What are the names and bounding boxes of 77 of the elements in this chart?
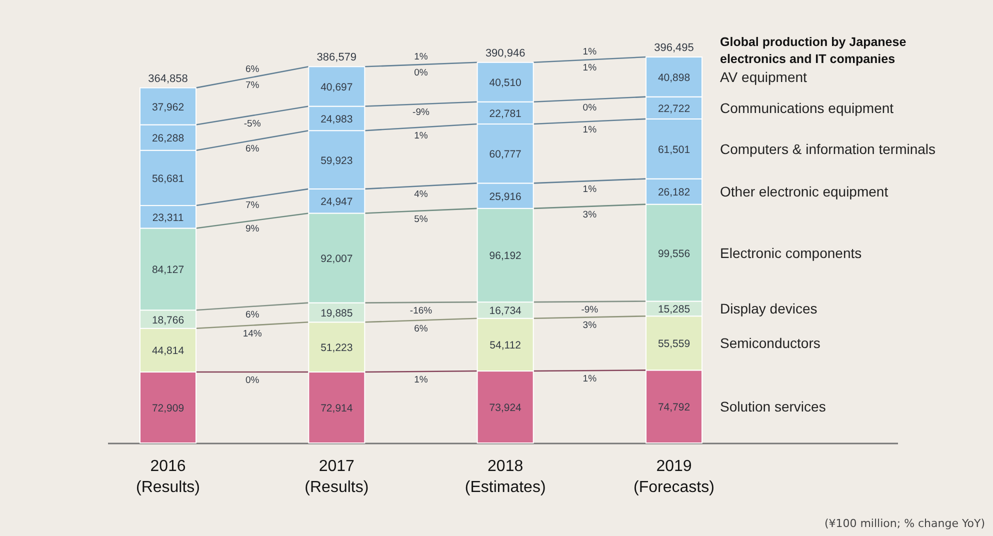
annotation: 0% bbox=[245, 375, 260, 386]
annotation: 0% bbox=[414, 68, 428, 79]
annotation: 6% bbox=[414, 323, 428, 334]
data-label: 96,192 bbox=[489, 250, 522, 262]
annotation: 1% bbox=[582, 62, 598, 74]
text: (¥100 million; % change YoY) bbox=[824, 517, 985, 530]
annotation: 4% bbox=[414, 189, 428, 200]
total-label: 386,579 bbox=[316, 52, 357, 64]
data-label: 19,885 bbox=[320, 307, 353, 320]
data-label: 18,766 bbox=[152, 314, 184, 326]
data-label: 55,559 bbox=[658, 338, 690, 350]
data-label: 84,127 bbox=[152, 264, 184, 276]
annotation: 3% bbox=[582, 209, 598, 220]
data-label: 40,898 bbox=[658, 72, 690, 84]
data-label: 24,947 bbox=[320, 196, 353, 208]
data-label: 37,962 bbox=[152, 101, 184, 114]
data-label: 44,814 bbox=[152, 345, 184, 358]
series-label: Computers & information terminals bbox=[720, 140, 936, 157]
annotation: 6% bbox=[245, 64, 260, 76]
data-label: 72,909 bbox=[152, 402, 184, 415]
data-label: 40,697 bbox=[320, 81, 353, 94]
data-label: 24,983 bbox=[320, 113, 353, 126]
annotation: 6% bbox=[245, 143, 260, 154]
annotation: -9% bbox=[412, 107, 430, 118]
series-label: Communications equipment bbox=[720, 100, 894, 116]
data-label: 61,501 bbox=[658, 144, 690, 156]
data-label: 23,311 bbox=[152, 212, 184, 224]
annotation: -16% bbox=[410, 305, 433, 316]
annotation: -5% bbox=[244, 118, 262, 130]
data-label: 16,734 bbox=[489, 305, 522, 318]
data-label: 26,288 bbox=[152, 132, 184, 145]
data-label: 22,781 bbox=[489, 108, 522, 120]
data-label: 92,007 bbox=[320, 253, 353, 266]
data-label: 73,924 bbox=[489, 402, 522, 414]
x-tick-label: 2017 (Results) bbox=[304, 458, 369, 496]
series-label: Display devices bbox=[720, 300, 818, 317]
data-label: 51,223 bbox=[320, 342, 353, 354]
data-label: 99,556 bbox=[658, 248, 690, 260]
annotation: 1% bbox=[414, 52, 428, 63]
annotation: 1% bbox=[414, 374, 428, 386]
data-label: 56,681 bbox=[152, 172, 184, 185]
chart-title: Global production by Japanese electronics and IT companies bbox=[720, 35, 906, 66]
data-label: 22,722 bbox=[658, 102, 690, 115]
annotation: 1% bbox=[582, 374, 598, 385]
data-label: 54,112 bbox=[490, 340, 522, 352]
annotation: 7% bbox=[245, 200, 260, 212]
x-tick-label: 2019 (Forecasts) bbox=[634, 458, 714, 496]
data-label: 25,916 bbox=[489, 190, 522, 203]
x-tick-label: 2018 (Estimates) bbox=[464, 458, 546, 496]
data-label: 74,792 bbox=[658, 402, 690, 414]
annotation: 14% bbox=[242, 328, 262, 340]
series-label: Electronic components bbox=[720, 244, 862, 261]
data-label: 40,510 bbox=[489, 77, 522, 90]
data-label: 60,777 bbox=[489, 148, 522, 161]
series-label: AV equipment bbox=[720, 68, 808, 85]
series-label: Solution services bbox=[720, 398, 826, 415]
data-label: 15,285 bbox=[658, 304, 690, 316]
series-label: Semiconductors bbox=[720, 335, 820, 352]
annotation: 7% bbox=[245, 80, 260, 92]
total-label: 364,858 bbox=[148, 72, 188, 85]
data-label: 72,914 bbox=[320, 402, 353, 415]
series-label: Other electronic equipment bbox=[720, 184, 888, 200]
total-label: 390,946 bbox=[485, 47, 526, 60]
annotation: 9% bbox=[245, 224, 260, 235]
annotation: -9% bbox=[581, 304, 599, 316]
total-label: 396,495 bbox=[654, 42, 694, 54]
annotation: 5% bbox=[414, 214, 428, 225]
annotation: 1% bbox=[582, 46, 598, 58]
annotation: 1% bbox=[582, 184, 598, 195]
annotation: 6% bbox=[245, 309, 260, 320]
data-label: 26,182 bbox=[658, 186, 690, 199]
annotation: 3% bbox=[582, 320, 598, 332]
x-tick-label: 2016 (Results) bbox=[136, 458, 200, 496]
annotation: 0% bbox=[582, 102, 598, 114]
data-label: 59,923 bbox=[320, 154, 353, 167]
annotation: 1% bbox=[414, 130, 428, 142]
annotation: 1% bbox=[582, 124, 598, 136]
